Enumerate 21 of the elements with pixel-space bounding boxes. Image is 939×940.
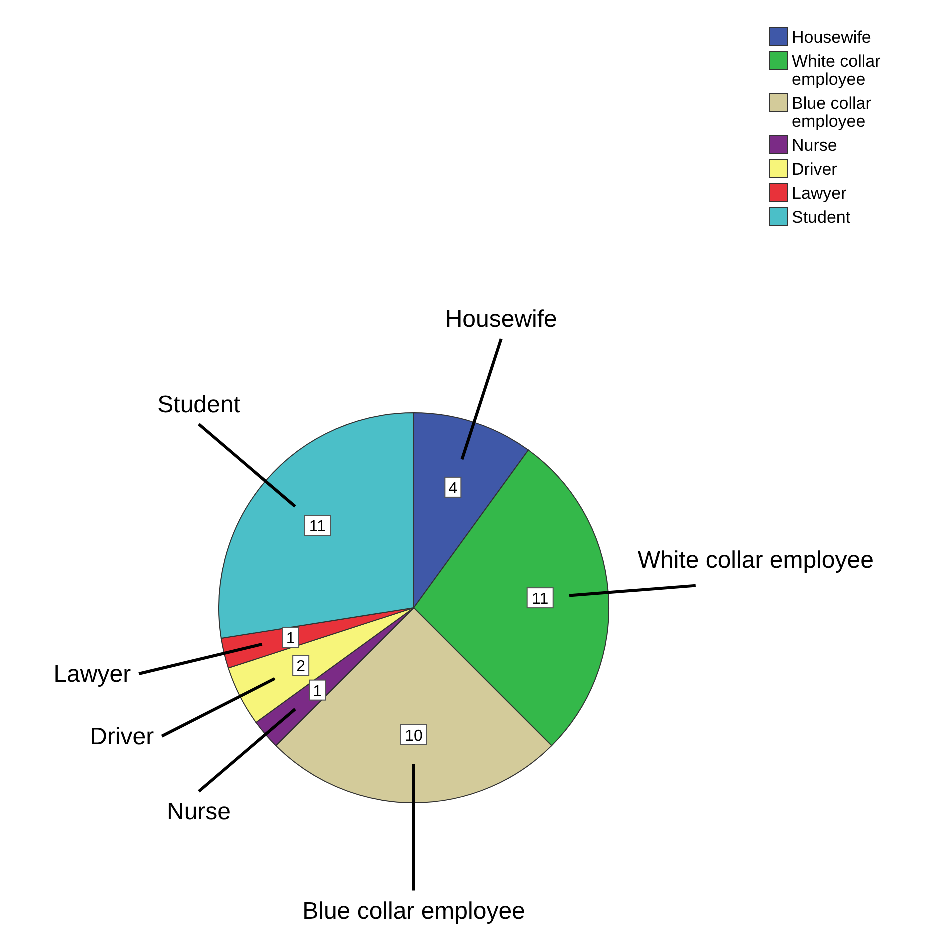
data-label: 11 <box>532 591 549 608</box>
legend-label: Nurse <box>792 136 838 155</box>
slice-label: White collar employee <box>638 546 874 574</box>
slice-label: Blue collar employee <box>302 898 526 925</box>
slice-label: Housewife <box>445 306 558 334</box>
slice-label: Student <box>158 391 241 418</box>
legend-label: Driver <box>792 160 838 179</box>
legend-label: White collar employee <box>792 52 882 89</box>
legend-label: Student <box>792 208 851 227</box>
data-label: 2 <box>296 658 306 676</box>
data-label: 4 <box>448 480 458 498</box>
data-label: 1 <box>313 683 322 700</box>
data-label: 10 <box>405 728 423 745</box>
legend-label: Blue collar employee <box>792 94 872 131</box>
data-label: 1 <box>286 630 296 648</box>
slice-label: Lawyer <box>54 661 132 688</box>
legend-label: Lawyer <box>792 184 848 203</box>
slice-label: Driver <box>90 723 154 750</box>
slice-label: Nurse <box>166 798 232 826</box>
legend-label: Housewife <box>792 28 872 47</box>
data-label: 11 <box>309 518 326 536</box>
